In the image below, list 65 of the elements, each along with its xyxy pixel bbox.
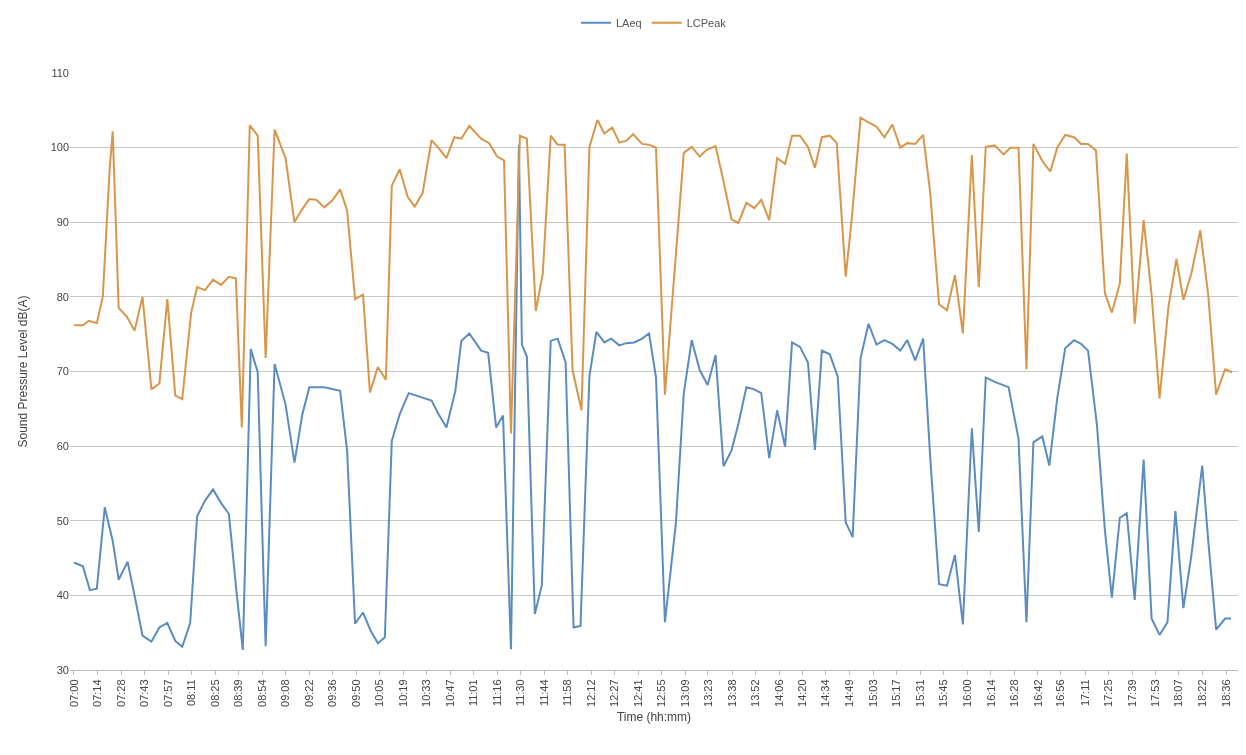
x-tick-label: 17:39	[1125, 679, 1138, 707]
x-tick-label: 17:53	[1149, 679, 1162, 707]
x-tick-label: 13:38	[725, 679, 738, 707]
x-tick-label: 13:09	[678, 679, 691, 707]
x-tick-label: 09:22	[302, 679, 315, 707]
x-tick-label: 16:56	[1054, 679, 1067, 707]
line-series	[72, 116, 1234, 435]
y-tick-label: 50	[56, 514, 69, 527]
x-tick-label: 09:50	[349, 679, 362, 707]
x-tick-label: 17:25	[1102, 679, 1115, 707]
x-tick-label: 08:25	[208, 679, 221, 707]
x-tick-label: 17:11	[1078, 679, 1091, 707]
x-tick-label: 09:08	[279, 679, 292, 707]
x-tick-label: 12:41	[631, 679, 644, 707]
x-tick-label: 11:58	[561, 679, 574, 707]
legend-label: LCPeak	[686, 16, 727, 29]
x-tick-label: 14:34	[819, 679, 832, 707]
x-tick-label: 07:43	[138, 679, 151, 707]
y-tick-label: 70	[56, 365, 69, 378]
x-tick-label: 16:14	[984, 679, 997, 707]
x-axis-title: Time (hh:mm)	[616, 709, 692, 724]
y-tick-label: 30	[56, 663, 69, 676]
x-tick-label: 11:01	[467, 679, 480, 707]
x-tick-label: 14:20	[796, 679, 809, 707]
x-tick-label: 14:06	[772, 679, 785, 707]
x-tick-label: 18:36	[1219, 679, 1232, 707]
y-tick-label: 60	[56, 439, 69, 452]
x-tick-label: 15:31	[913, 679, 926, 707]
x-tick-label: 07:00	[67, 679, 80, 707]
x-tick-label: 13:52	[749, 679, 762, 707]
x-tick-label: 11:16	[490, 679, 503, 707]
x-tick-label: 13:23	[701, 679, 714, 707]
x-tick-label: 11:30	[514, 679, 527, 707]
x-tick-label: 08:54	[255, 679, 268, 707]
x-tick-label: 07:57	[161, 679, 174, 707]
x-tick-label: 10:19	[396, 679, 409, 707]
x-tick-label: 07:14	[91, 679, 104, 707]
y-tick-label: 110	[51, 66, 69, 79]
x-tick-label: 08:39	[232, 679, 245, 707]
y-tick-label: 80	[56, 290, 69, 303]
x-tick-label: 16:42	[1031, 679, 1044, 707]
x-tick-label: 12:12	[584, 679, 597, 707]
x-tick-label: 15:17	[890, 679, 903, 707]
x-tick-label: 15:45	[936, 679, 949, 707]
x-tick-label: 10:05	[373, 679, 386, 707]
x-tick-label: 18:22	[1196, 679, 1209, 707]
y-tick-label: 40	[56, 589, 69, 602]
x-tick-label: 16:00	[961, 679, 974, 707]
x-tick-label: 10:33	[420, 679, 433, 707]
line-series	[72, 143, 1233, 651]
x-tick-label: 14:49	[843, 679, 856, 707]
x-tick-label: 07:28	[114, 679, 127, 707]
x-tick-label: 18:07	[1171, 679, 1184, 707]
legend-label: LAeq	[616, 16, 642, 29]
x-tick-label: 15:03	[866, 679, 879, 707]
x-tick-label: 09:36	[326, 679, 339, 707]
x-tick-label: 11:44	[537, 679, 550, 707]
y-axis-title: Sound Pressure Level dB(A)	[15, 295, 30, 448]
x-tick-label: 08:11	[185, 679, 198, 707]
x-tick-label: 12:27	[608, 679, 621, 707]
x-tick-label: 10:47	[443, 679, 456, 707]
x-tick-label: 16:28	[1008, 679, 1021, 707]
y-tick-label: 100	[50, 141, 69, 154]
y-tick-label: 90	[56, 216, 69, 229]
x-tick-label: 12:55	[655, 679, 668, 707]
